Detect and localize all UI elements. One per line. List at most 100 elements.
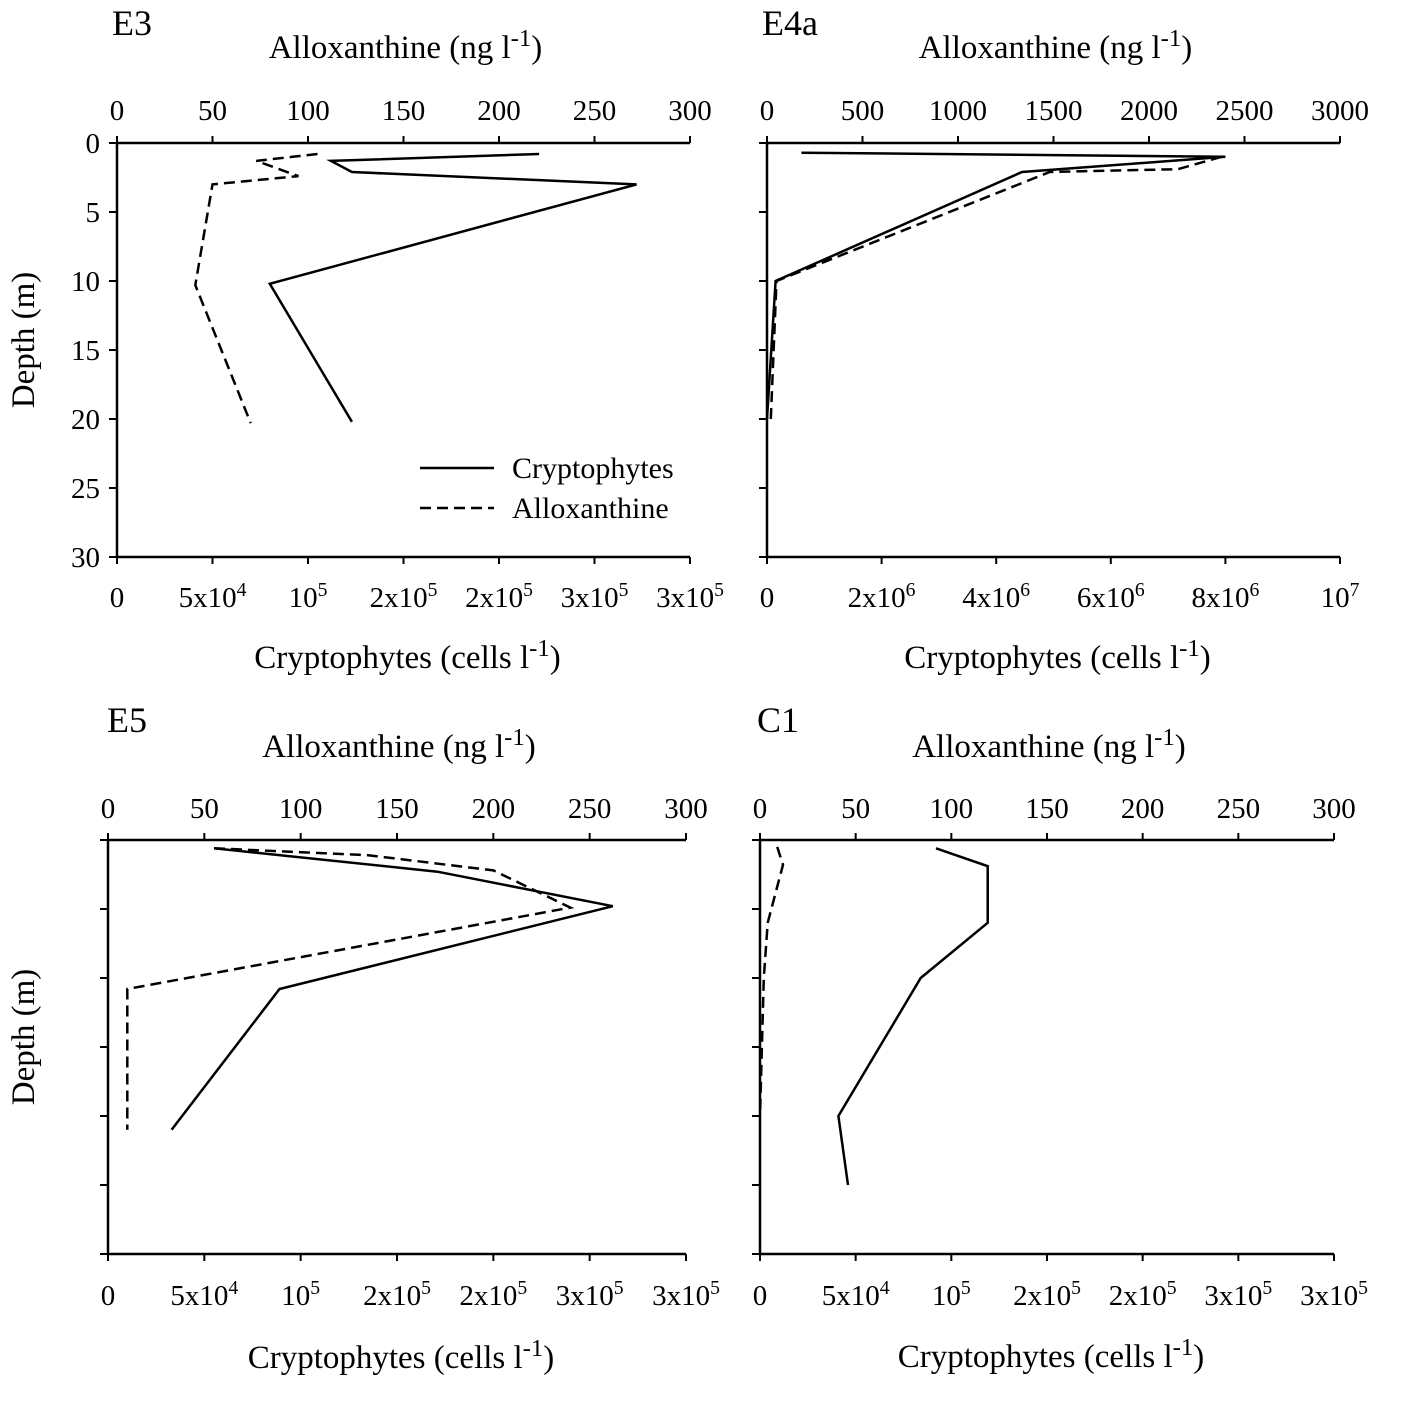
tick-base: 10: [1321, 582, 1350, 614]
tick-base: 5x10: [170, 1280, 228, 1312]
bottom-x-tick-label: 8x106: [1191, 579, 1259, 614]
series-line-cryptophytes: [765, 151, 1226, 420]
tick-base: 3x10: [1300, 1280, 1358, 1312]
top-x-tick-label: 250: [568, 793, 612, 825]
tick-exponent: 6: [1249, 579, 1259, 601]
top-x-tick-label: 2000: [1120, 95, 1178, 127]
tick-base: 8x10: [1191, 582, 1249, 614]
top-axis-title: Alloxanthine (ng l-1): [912, 724, 1186, 765]
tick-base: 2x10: [1013, 1280, 1071, 1312]
bottom-x-tick-label: 2x105: [370, 579, 438, 614]
tick-base: 2x10: [465, 582, 523, 614]
top-x-tick-label: 50: [841, 793, 870, 825]
series-line-alloxanthine: [758, 846, 785, 1117]
tick-base: 2x10: [1109, 1280, 1167, 1312]
panel-e5: E50 50 100 150 200 250 3000 5x104 105 2x105 2x105 3…: [6, 700, 720, 1376]
tick-exponent: 4: [228, 1277, 238, 1299]
bottom-axis-title: Cryptophytes (cells l-1): [898, 1334, 1205, 1375]
tick-exponent: 5: [421, 1277, 431, 1299]
tick-exponent: 7: [1350, 579, 1360, 601]
bottom-axis-title-close: ): [1200, 640, 1211, 676]
top-axis-title-superscript: -1: [1161, 25, 1182, 52]
tick-exponent: 5: [710, 1277, 720, 1299]
bottom-x-tick-label: 105: [289, 579, 328, 614]
panel-e3: E30 50 100 150 200 250 3000 5x104 105 2x105 2x105 3…: [6, 3, 724, 676]
bottom-x-tick-label: 2x106: [848, 579, 916, 614]
legend-label-cryptophytes: Cryptophytes: [512, 452, 674, 485]
series-line-cryptophytes: [267, 152, 637, 423]
y-tick-label: 30: [71, 542, 100, 574]
tick-base: 3x10: [656, 582, 714, 614]
tick-exponent: 5: [310, 1277, 320, 1299]
top-x-tick-label: 200: [477, 95, 521, 127]
tick-exponent: 5: [1358, 1277, 1368, 1299]
tick-base: 0: [760, 582, 775, 614]
tick-exponent: 5: [714, 579, 724, 601]
top-x-tick-label: 300: [668, 95, 712, 127]
tick-exponent: 5: [428, 579, 438, 601]
tick-exponent: 5: [318, 579, 328, 601]
top-axis-title-close: ): [1181, 30, 1192, 66]
tick-exponent: 5: [517, 1277, 527, 1299]
tick-base: 0: [753, 1280, 768, 1312]
tick-exponent: 4: [880, 1277, 890, 1299]
series-line-cryptophytes: [170, 847, 614, 1131]
series-line-cryptophytes: [837, 847, 989, 1186]
tick-exponent: 5: [1262, 1277, 1272, 1299]
top-x-tick-label: 250: [1217, 793, 1261, 825]
bottom-x-tick-label: 0: [101, 1280, 116, 1312]
top-x-tick-label: 150: [375, 793, 419, 825]
bottom-x-tick-label: 2x105: [459, 1277, 527, 1312]
top-axis-title: Alloxanthine (ng l-1): [919, 25, 1193, 66]
top-x-tick-label: 50: [198, 95, 227, 127]
top-x-tick-label: 150: [382, 95, 426, 127]
bottom-axis-title-superscript: -1: [529, 635, 550, 662]
bottom-axis-title: Cryptophytes (cells l-1): [248, 1335, 555, 1376]
tick-base: 10: [932, 1280, 961, 1312]
bottom-x-tick-label: 3x105: [1204, 1277, 1272, 1312]
bottom-x-tick-label: 105: [932, 1277, 971, 1312]
bottom-x-tick-label: 2x105: [1013, 1277, 1081, 1312]
top-x-tick-label: 100: [286, 95, 330, 127]
top-x-tick-label: 50: [190, 793, 219, 825]
tick-base: 6x10: [1077, 582, 1135, 614]
panel-label: E5: [107, 700, 147, 740]
tick-base: 3x10: [652, 1280, 710, 1312]
bottom-axis-title-text: Cryptophytes (cells l: [904, 640, 1179, 676]
bottom-x-tick-label: 0: [760, 582, 775, 614]
top-axis-title-text: Alloxanthine (ng l: [912, 729, 1154, 765]
top-x-tick-label: 200: [1121, 793, 1165, 825]
tick-base: 2x10: [363, 1280, 421, 1312]
tick-base: 0: [101, 1280, 116, 1312]
top-axis-title-close: ): [1175, 729, 1186, 765]
top-x-tick-label: 1000: [929, 95, 987, 127]
top-x-tick-label: 3000: [1311, 95, 1369, 127]
top-axis-title-superscript: -1: [511, 25, 532, 52]
bottom-x-tick-label: 5x104: [179, 579, 247, 614]
series-line-alloxanthine: [126, 847, 575, 1130]
tick-exponent: 5: [1071, 1277, 1081, 1299]
tick-base: 5x10: [822, 1280, 880, 1312]
y-tick-label: 5: [86, 197, 101, 229]
top-x-tick-label: 0: [101, 793, 116, 825]
panel-label: C1: [757, 700, 799, 740]
bottom-x-tick-label: 5x104: [822, 1277, 890, 1312]
bottom-axis-title-text: Cryptophytes (cells l: [254, 640, 529, 676]
tick-exponent: 5: [523, 579, 533, 601]
top-x-tick-label: 500: [841, 95, 885, 127]
tick-exponent: 5: [961, 1277, 971, 1299]
bottom-axis-title-close: ): [543, 1340, 554, 1376]
tick-exponent: 4: [237, 579, 247, 601]
bottom-axis-title: Cryptophytes (cells l-1): [904, 635, 1211, 676]
bottom-axis-title-close: ): [1193, 1339, 1204, 1375]
bottom-x-tick-label: 2x105: [363, 1277, 431, 1312]
bottom-x-tick-label: 3x105: [652, 1277, 720, 1312]
bottom-x-tick-label: 107: [1321, 579, 1360, 614]
top-axis-title-text: Alloxanthine (ng l: [269, 30, 511, 66]
top-axis-title-close: ): [525, 729, 536, 765]
y-tick-label: 25: [71, 473, 100, 505]
top-x-tick-label: 2500: [1216, 95, 1274, 127]
bottom-x-tick-label: 5x104: [170, 1277, 238, 1312]
top-axis-title-text: Alloxanthine (ng l: [262, 729, 504, 765]
